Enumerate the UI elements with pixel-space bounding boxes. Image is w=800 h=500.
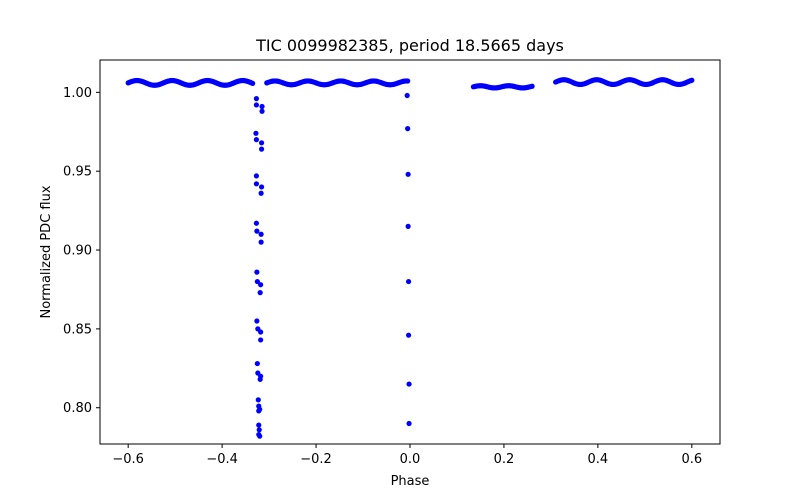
x-tick-label: −0.2 [300,452,332,467]
data-point [256,427,262,433]
data-point [404,92,410,99]
data-point [258,239,264,245]
data-points [125,77,695,439]
x-tick-label: 0.6 [681,452,702,467]
data-point [259,108,265,114]
data-point [257,433,263,439]
data-point [529,83,535,89]
x-tick-label: −0.6 [112,452,144,467]
data-point [405,126,411,132]
axes-frame [99,59,721,445]
y-tick-label: 0.80 [63,401,92,416]
data-point [255,397,261,403]
plot-area [99,59,721,445]
data-point [406,420,412,427]
data-point [254,318,260,324]
data-point [259,103,265,110]
x-tick-label: −0.4 [206,452,238,467]
data-point [258,140,265,146]
data-point [405,278,412,285]
data-point [258,282,264,288]
data-point [258,190,264,196]
data-point [405,332,412,338]
data-point [253,173,260,179]
data-point [253,220,260,226]
y-axis: 0.80 0.85 0.90 0.95 1.00 [63,86,100,416]
x-tick-label: 0.0 [400,452,421,467]
data-point [258,329,264,335]
data-point [257,290,263,296]
data-point [253,102,260,108]
data-point [253,130,259,136]
data-point [253,181,260,187]
data-point [253,137,260,143]
data-point [254,269,260,275]
data-point [406,381,412,387]
data-point [258,184,265,190]
data-point [254,360,260,367]
data-point [258,231,264,237]
data-point [258,337,264,343]
y-axis-label: Normalized PDC flux [39,185,54,318]
data-point [405,78,411,84]
data-point [258,146,265,152]
x-tick-label: 0.4 [588,452,609,467]
data-point [256,422,262,428]
x-axis: −0.6 −0.4 −0.2 0.0 0.2 0.4 0.6 [112,444,702,467]
data-point [253,96,260,102]
x-tick-label: 0.2 [494,452,515,467]
data-point [405,223,411,229]
data-point [254,228,260,234]
x-axis-label: Phase [391,474,430,489]
y-tick-label: 0.95 [63,165,92,180]
data-point [689,77,695,83]
y-tick-label: 0.90 [63,244,92,259]
y-tick-label: 1.00 [63,86,92,101]
data-point [250,80,256,86]
data-point [257,406,263,412]
chart-title: TIC 0099982385, period 18.5665 days [255,36,564,55]
data-point [258,373,264,379]
data-point [405,171,411,177]
data-point [254,278,260,285]
y-tick-label: 0.85 [63,322,92,337]
